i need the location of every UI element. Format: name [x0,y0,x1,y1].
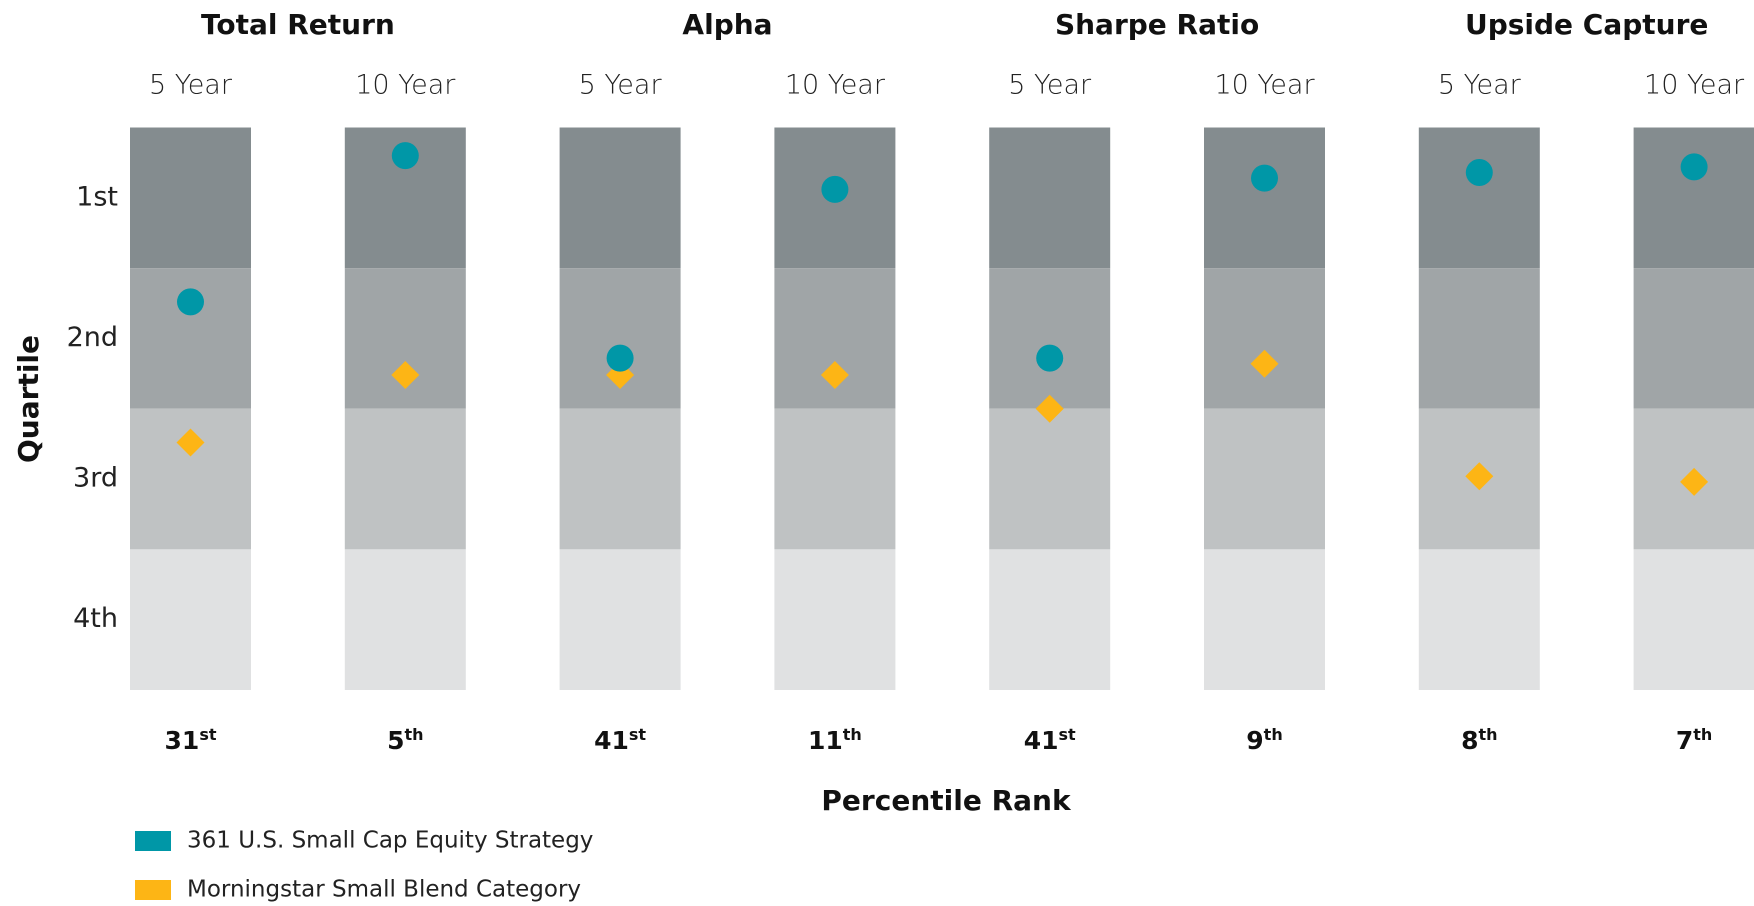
quartile-label: 2nd [67,322,118,353]
group-title: Total Return [201,8,395,41]
quartile-band [989,268,1111,409]
category-marker [820,361,849,389]
quartile-band [774,408,896,550]
category-marker [1035,394,1064,423]
quartile-band [130,127,251,269]
quartile-band [989,408,1111,550]
quartile-band [1633,268,1754,409]
quartile-band [130,549,251,690]
group-title: Upside Capture [1465,8,1708,41]
percentile-label: 41st [594,725,646,756]
quartile-band [1204,127,1325,269]
period-label: 10 Year [1644,70,1745,101]
category-marker [1250,349,1279,378]
percentile-label: 7th [1676,725,1712,756]
strategy-marker [1465,159,1493,186]
x-axis-label: Percentile Rank [821,784,1072,817]
quartile-band [989,127,1111,269]
period-label: 5 Year [579,70,663,101]
category-marker [1465,462,1494,491]
category-marker [176,428,205,457]
quartile-label: 3rd [73,463,118,494]
period-label: 5 Year [1438,70,1522,101]
group-title: Alpha [682,8,772,41]
percentile-label: 8th [1461,725,1497,756]
percentile-label: 9th [1246,725,1282,756]
strategy-marker [177,288,204,316]
period-label: 5 Year [1008,70,1092,101]
quartile-band [1633,127,1754,269]
strategy-marker [1251,164,1278,192]
quartile-band [1418,127,1540,269]
strategy-marker [821,175,849,203]
quartile-band [1418,268,1540,409]
category-marker [391,361,420,389]
period-label: 10 Year [355,70,456,101]
strategy-marker [391,142,419,170]
period-label: 10 Year [785,70,886,101]
legend-label: Morningstar Small Blend Category [187,877,581,903]
period-label: 10 Year [1214,70,1315,101]
quartile-label: 4th [73,603,118,634]
percentile-label: 31st [165,725,217,756]
strategy-marker [1680,153,1708,181]
quartile-band [989,549,1111,690]
quartile-band [1204,549,1325,690]
period-label: 5 Year [149,70,233,101]
quartile-band [559,408,681,550]
percentile-label: 41st [1024,725,1076,756]
category-marker [1680,467,1709,496]
percentile-label: 5th [387,725,423,756]
group-title: Sharpe Ratio [1055,8,1259,41]
quartile-band [344,408,466,550]
quartile-label: 1st [76,181,118,212]
quartile-band [559,127,681,269]
legend-swatch [135,831,171,851]
quartile-band [344,549,466,690]
legend-label: 361 U.S. Small Cap Equity Strategy [187,828,593,854]
quartile-band [1633,549,1754,690]
percentile-label: 11th [808,725,862,756]
quartile-band [1204,408,1325,550]
strategy-marker [1036,344,1064,372]
strategy-marker [606,344,634,372]
quartile-band [774,549,896,690]
y-axis-label: Quartile [12,335,45,463]
quartile-band [1204,268,1325,409]
legend-swatch [135,880,171,900]
quartile-band [1418,549,1540,690]
quartile-band [559,549,681,690]
